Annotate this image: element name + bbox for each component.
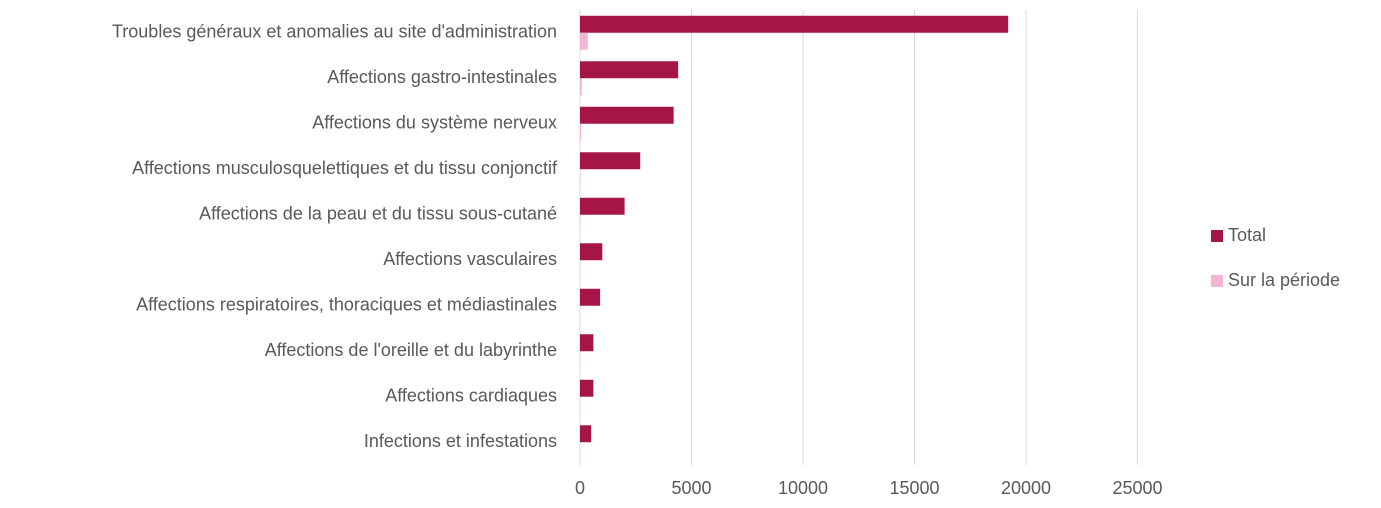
y-tick-label: Affections de la peau et du tissu sous-c… [199, 204, 557, 224]
bar [580, 123, 582, 141]
x-tick-label: 10000 [778, 478, 828, 498]
bar [580, 288, 601, 306]
y-tick-label: Affections du système nerveux [312, 113, 557, 133]
bar [580, 334, 594, 352]
legend-swatch [1211, 230, 1223, 242]
bar [580, 61, 679, 79]
bar [580, 379, 594, 397]
bar [580, 197, 625, 215]
legend-swatch [1211, 275, 1223, 287]
y-tick-label: Infections et infestations [364, 431, 557, 451]
bar [580, 78, 582, 96]
x-tick-label: 25000 [1112, 478, 1162, 498]
y-tick-label: Troubles généraux et anomalies au site d… [112, 22, 557, 42]
bar [580, 32, 588, 50]
legend-label: Sur la période [1228, 270, 1340, 290]
y-tick-label: Affections vasculaires [383, 249, 557, 269]
legend-label: Total [1228, 225, 1266, 245]
x-tick-label: 20000 [1001, 478, 1051, 498]
y-tick-label: Affections gastro-intestinales [327, 67, 557, 87]
y-tick-label: Affections de l'oreille et du labyrinthe [265, 340, 557, 360]
y-tick-label: Affections musculosquelettiques et du ti… [132, 158, 558, 178]
bar [580, 243, 603, 261]
bar [580, 152, 641, 170]
y-tick-label: Affections respiratoires, thoraciques et… [136, 295, 557, 315]
x-tick-label: 15000 [889, 478, 939, 498]
bar [580, 106, 674, 124]
x-tick-label: 0 [575, 478, 585, 498]
x-tick-label: 5000 [671, 478, 711, 498]
y-tick-label: Affections cardiaques [385, 386, 557, 406]
bar [580, 15, 1009, 33]
bar [580, 425, 592, 443]
